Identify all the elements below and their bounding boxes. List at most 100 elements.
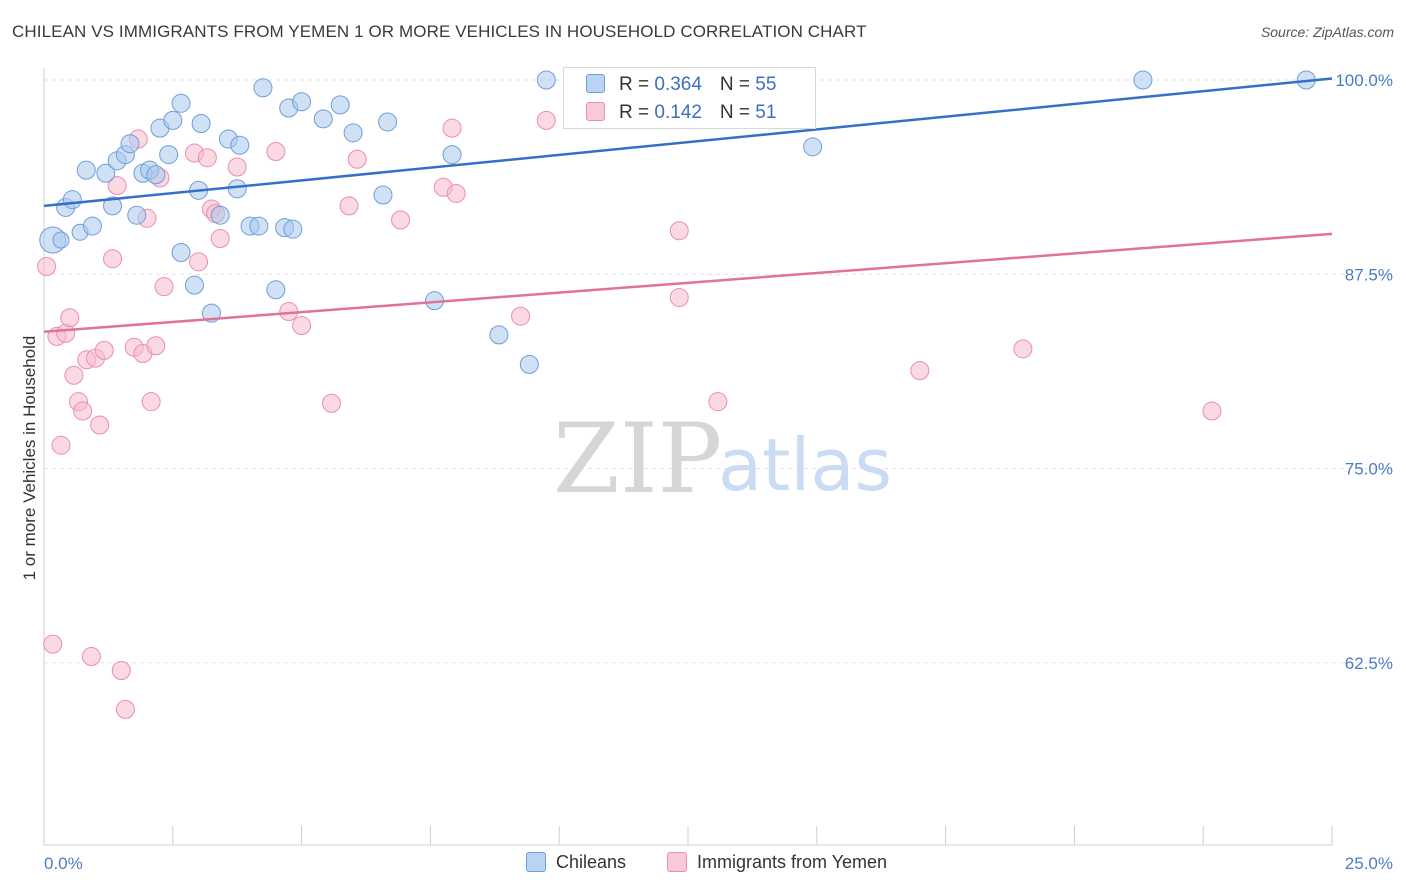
x-tick-label-min: 0.0% (44, 854, 83, 873)
chilean-point (378, 112, 398, 132)
yemen-point (60, 308, 80, 328)
yemen-point (64, 365, 84, 385)
chilean-point (127, 205, 147, 225)
yemen-point (189, 252, 209, 272)
y-tick-label: 87.5% (1345, 265, 1393, 284)
yemen-point (94, 340, 114, 360)
chilean-point (82, 216, 102, 236)
yemen-point (115, 699, 135, 719)
chilean-point (536, 70, 556, 90)
legend-n-label: N = (719, 102, 756, 123)
trend-lines (43, 77, 1333, 333)
yemen-point (51, 435, 71, 455)
yemen-point (391, 210, 411, 230)
legend-swatch-blue (586, 74, 605, 93)
legend-n-value: 51 (755, 102, 777, 123)
yemen-point (210, 229, 230, 249)
yemen-point (81, 647, 101, 667)
chilean-point (96, 163, 116, 183)
chilean-point (442, 145, 462, 165)
yemen-point (73, 401, 93, 421)
yemen-point (536, 110, 556, 130)
chilean-point (313, 109, 333, 129)
chilean-point (171, 93, 191, 113)
legend-row-yemen: R = 0.142 N = 51 (586, 102, 776, 126)
watermark-zip: ZIP (553, 403, 722, 515)
yemen-point (37, 256, 57, 276)
chilean-point (76, 160, 96, 180)
chilean-point (489, 325, 509, 345)
series-legend-chileans: Chileans (526, 852, 626, 873)
yemen-point (197, 148, 217, 168)
yemen-point (43, 634, 63, 654)
chart-title: CHILEAN VS IMMIGRANTS FROM YEMEN 1 OR MO… (12, 22, 867, 41)
x-ticks (43, 826, 1333, 845)
yemen-point (1013, 339, 1033, 359)
x-tick-label-max: 25.0% (1345, 854, 1393, 873)
yemen-point (669, 288, 689, 308)
chileans-label: Chileans (556, 852, 627, 872)
chilean-point (191, 114, 211, 134)
y-tick-labels: 100.0% 87.5% 75.0% 62.5% (1335, 71, 1393, 673)
chilean-point (171, 242, 191, 262)
watermark: ZIP atlas (553, 403, 892, 515)
chilean-point (330, 95, 350, 115)
chilean-point (266, 280, 286, 300)
yemen-point (154, 277, 174, 297)
chilean-point (146, 165, 166, 185)
yemen-trend-line (43, 232, 1333, 333)
yemen-point (339, 196, 359, 216)
chilean-point (227, 179, 247, 199)
correlation-legend: R = 0.364 N = 55 R = 0.142 N = 51 (563, 67, 816, 129)
series-legend-yemen: Immigrants from Yemen (667, 852, 887, 873)
yemen-point (1202, 401, 1222, 421)
chilean-point (373, 185, 393, 205)
yemen-point (669, 221, 689, 241)
yemen-point (708, 392, 728, 412)
yemen-point (141, 392, 161, 412)
chilean-point (519, 354, 539, 374)
y-tick-label: 75.0% (1345, 460, 1393, 479)
chilean-point (283, 219, 303, 239)
chilean-point (184, 275, 204, 295)
yemen-point (266, 141, 286, 161)
chilean-point (292, 92, 312, 112)
yemen-point (910, 361, 930, 381)
yemen-point (111, 661, 131, 681)
y-tick-label: 100.0% (1335, 71, 1393, 90)
yemen-swatch (667, 852, 687, 872)
yemen-point (103, 249, 123, 269)
legend-r-value: 0.364 (654, 74, 702, 95)
y-axis-label: 1 or more Vehicles in Household (20, 336, 39, 581)
yemen-point (347, 149, 367, 169)
yemen-point (227, 157, 247, 177)
watermark-atlas: atlas (718, 423, 892, 507)
legend-r-label: R = (619, 102, 655, 123)
legend-r-label: R = (619, 74, 655, 95)
legend-row-chileans: R = 0.364 N = 55 (586, 74, 776, 98)
yemen-label: Immigrants from Yemen (697, 852, 888, 872)
chilean-point (103, 196, 123, 216)
chilean-point (120, 134, 140, 154)
chilean-point (803, 137, 823, 157)
legend-n-label: N = (719, 74, 756, 95)
yemen-points (37, 110, 1222, 719)
chilean-point (253, 78, 273, 98)
yemen-point (321, 393, 341, 413)
yemen-point (107, 176, 127, 196)
chilean-point (343, 123, 363, 143)
chileans-swatch (526, 852, 546, 872)
chilean-point (210, 205, 230, 225)
legend-n-value: 55 (755, 74, 777, 95)
source-label: Source: ZipAtlas.com (1260, 24, 1394, 40)
chilean-point (249, 216, 269, 236)
chilean-point (62, 190, 82, 210)
chilean-point (230, 135, 250, 155)
chilean-point (163, 110, 183, 130)
yemen-point (442, 118, 462, 138)
yemen-point (446, 183, 466, 203)
legend-r-value: 0.142 (654, 102, 702, 123)
yemen-point (292, 316, 312, 336)
legend-swatch-pink (586, 102, 605, 121)
